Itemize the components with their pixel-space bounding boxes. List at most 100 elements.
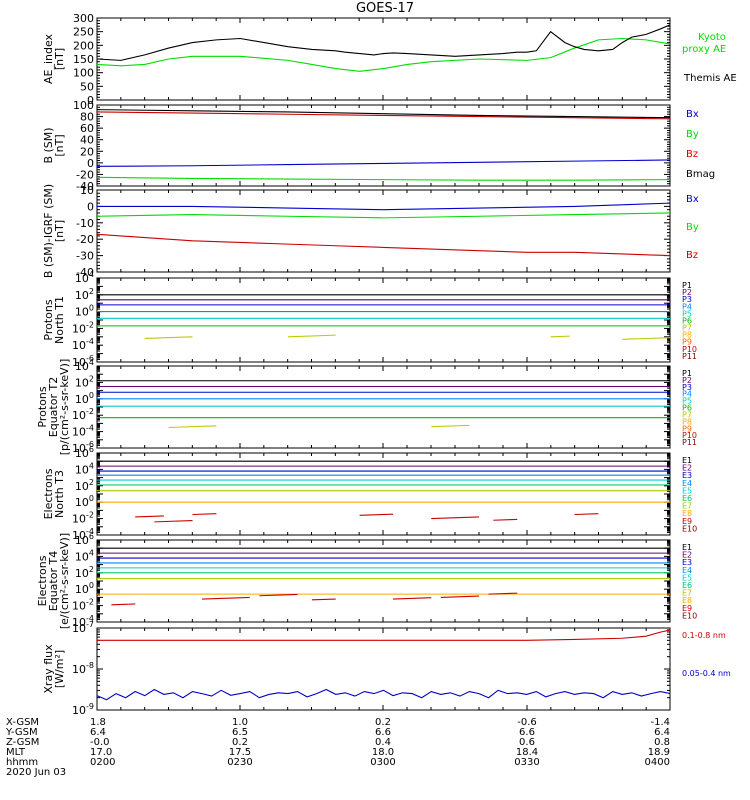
y-tick-label: 250	[73, 26, 94, 39]
orbit-row-label: hhmm	[6, 757, 38, 768]
series-segment	[431, 424, 470, 428]
legend-entry: P10	[682, 431, 697, 440]
y-tick-label: 10-4	[72, 614, 94, 629]
orbit-value: -1.4	[650, 717, 670, 728]
series-line	[96, 111, 671, 120]
legend-entry: P1	[682, 281, 692, 290]
y-axis-label: AE_index	[42, 33, 55, 84]
series-p8: P8	[682, 331, 692, 340]
legend-entry: P3	[682, 295, 692, 304]
series-bx: Bx	[96, 109, 699, 167]
y-axis-label: North T3	[53, 470, 66, 518]
series-bmag: Bmag	[96, 109, 715, 180]
legend-entry: P9	[682, 424, 692, 433]
legend-entry: P4	[682, 390, 692, 399]
legend-entry: E6	[682, 494, 692, 503]
y-axis-label: [nT]	[53, 220, 66, 242]
series-segment	[202, 596, 250, 600]
orbit-value: 6.6	[519, 727, 535, 738]
y-tick-label: 150	[73, 53, 94, 66]
legend-entry: 0.05-0.4 nm	[682, 669, 731, 678]
series-e10: E10	[682, 611, 697, 620]
y-tick-label: 0	[87, 200, 94, 213]
y-tick-label: 104	[75, 461, 94, 476]
legend-entry: E5	[682, 486, 692, 495]
orbit-value: 0.2	[375, 717, 391, 728]
series-e4: E4	[97, 562, 692, 575]
panel-frame	[96, 365, 671, 449]
legend-entry: P6	[682, 404, 692, 413]
orbit-value: 0200	[90, 757, 115, 768]
series-p9: P9	[682, 338, 692, 347]
legend-entry: 0.1-0.8 nm	[682, 631, 726, 640]
y-tick-label: -10	[76, 217, 94, 230]
legend-entry: E10	[682, 611, 697, 620]
series-p3: P3	[97, 295, 692, 306]
series-p11: P11	[682, 352, 697, 361]
legend-entry: P7	[682, 410, 692, 419]
legend-entry: E3	[682, 471, 692, 480]
y-tick-label: 10-9	[72, 702, 94, 717]
y-tick-label: 10-7	[72, 620, 94, 635]
series-p3: P3	[97, 383, 692, 393]
y-tick-label: 60	[80, 122, 94, 135]
y-axis-label: Equator T2	[47, 377, 60, 437]
orbit-value: 0300	[370, 757, 395, 768]
y-tick-label: 100	[73, 99, 94, 112]
y-tick-label: 40	[80, 134, 94, 147]
y-axis-label: Electrons	[36, 555, 49, 606]
legend-entry: P11	[682, 438, 697, 447]
orbit-value: -0.6	[517, 717, 537, 728]
panel-frame	[96, 17, 671, 101]
legend-entry: E2	[682, 464, 692, 473]
series-p6: P6	[97, 316, 692, 327]
y-tick-label: 102	[75, 287, 94, 302]
series-e3: E3	[97, 470, 692, 480]
legend-entry: P4	[682, 302, 692, 311]
y-tick-label: 10-4	[72, 337, 94, 352]
series-segment	[440, 595, 480, 598]
orbit-row-label: X-GSM	[6, 717, 39, 728]
legend-entry: E8	[682, 509, 692, 518]
series-p6: P6	[97, 404, 692, 419]
y-axis-label: B (SM)-IGRF (SM)	[42, 184, 55, 278]
series-p7: P7	[144, 324, 692, 340]
series-segment	[168, 425, 217, 429]
y-axis-label: Xray flux	[42, 644, 55, 694]
legend-entry: E3	[682, 558, 692, 567]
legend-entry: P1	[682, 369, 692, 378]
y-tick-label: 10-2	[72, 598, 94, 613]
series-segment	[135, 515, 164, 518]
series-segment	[359, 513, 394, 516]
orbit-row-y-gsm: Y-GSM 6.4 6.5 6.6 6.6 6.4	[5, 727, 670, 738]
y-tick-label: 10-4	[72, 424, 94, 439]
series-segment	[287, 334, 336, 338]
orbit-value: 17.5	[229, 747, 251, 758]
y-tick-label: 100	[75, 581, 94, 596]
legend-entry: P2	[682, 376, 692, 385]
orbit-value: 0330	[514, 757, 539, 768]
legend-entry: P3	[682, 383, 692, 392]
legend-entry: Bmag	[686, 169, 715, 180]
legend-entry: By	[686, 129, 699, 140]
series-e8: E8	[97, 501, 692, 518]
y-tick-label: 10-4	[72, 527, 94, 542]
y-axis-label: [nT]	[53, 48, 66, 70]
legend-entry: By	[686, 222, 699, 233]
y-tick-label: 106	[75, 445, 94, 460]
y-tick-label: -20	[76, 233, 94, 246]
series-line	[97, 629, 671, 641]
orbit-value: 6.4	[90, 727, 106, 738]
y-tick-label: 10-2	[72, 407, 94, 422]
series-segment	[493, 518, 518, 521]
y-axis-label: Equator T4	[47, 551, 60, 611]
series-segment	[550, 335, 570, 338]
series-p5: P5	[97, 309, 692, 319]
series-e9: E9	[111, 592, 692, 613]
series-e10: E10	[682, 524, 697, 533]
y-tick-label: 10-8	[72, 661, 94, 676]
series-p4: P4	[97, 390, 692, 400]
